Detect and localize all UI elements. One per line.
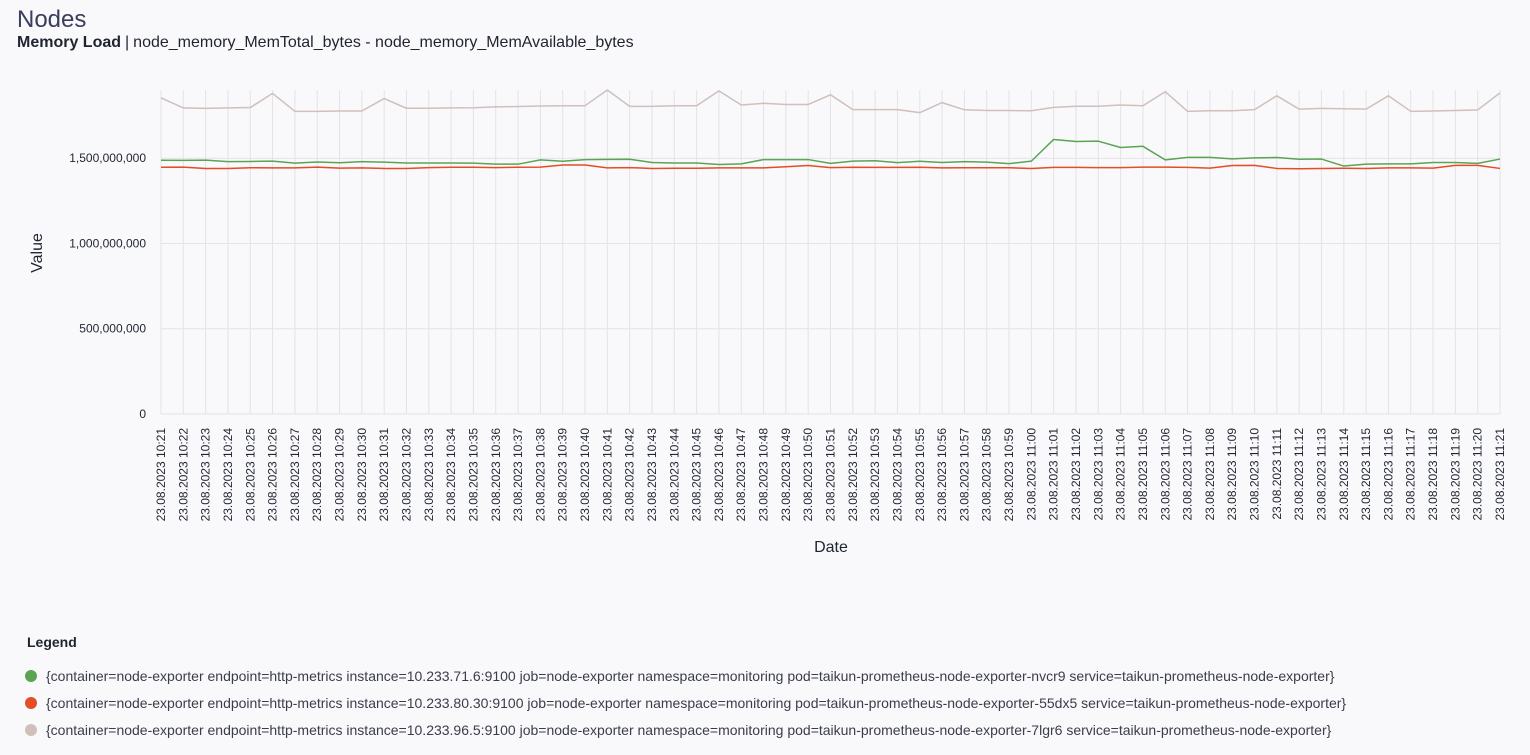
chart-subtitle: Memory Load | node_memory_MemTotal_bytes -… (17, 34, 634, 52)
legend-title: Legend (27, 634, 77, 650)
x-tick-label: 23.08.2023 10:30 (355, 428, 369, 522)
x-tick-label: 23.08.2023 11:20 (1471, 428, 1485, 521)
x-tick-label: 23.08.2023 11:01 (1047, 428, 1061, 521)
x-tick-label: 23.08.2023 10:27 (288, 428, 302, 522)
x-tick-label: 23.08.2023 10:36 (489, 428, 503, 522)
x-tick-label: 23.08.2023 10:41 (600, 428, 614, 522)
x-tick-label: 23.08.2023 10:42 (623, 428, 637, 522)
x-tick-label: 23.08.2023 11:13 (1314, 428, 1328, 521)
x-tick-label: 23.08.2023 10:28 (310, 428, 324, 522)
chart-grid (160, 90, 1501, 415)
x-tick-label: 23.08.2023 11:10 (1248, 428, 1262, 521)
series-line-2[interactable] (160, 164, 1501, 170)
x-tick-label: 23.08.2023 10:32 (399, 428, 413, 522)
legend-item[interactable]: {container=node-exporter endpoint=http-m… (25, 689, 1346, 716)
x-tick-label: 23.08.2023 10:23 (199, 428, 213, 522)
x-tick-label: 23.08.2023 10:21 (154, 428, 168, 522)
x-tick-label: 23.08.2023 10:26 (266, 428, 280, 522)
x-tick-label: 23.08.2023 10:34 (444, 428, 458, 522)
x-tick-label: 23.08.2023 10:58 (980, 428, 994, 522)
chart-series (160, 89, 1501, 170)
x-tick-label: 23.08.2023 11:12 (1292, 428, 1306, 521)
x-tick-label: 23.08.2023 11:19 (1448, 428, 1462, 521)
x-tick-label: 23.08.2023 10:45 (690, 428, 704, 522)
x-tick-label: 23.08.2023 10:25 (243, 428, 257, 522)
x-tick-label: 23.08.2023 11:21 (1493, 428, 1507, 521)
x-tick-label: 23.08.2023 10:57 (957, 428, 971, 522)
series-line-1[interactable] (160, 138, 1501, 167)
x-tick-label: 23.08.2023 10:43 (645, 428, 659, 522)
x-tick-label: 23.08.2023 10:46 (712, 428, 726, 522)
x-tick-label: 23.08.2023 10:53 (868, 428, 882, 522)
y-axis-title: Value (29, 233, 46, 273)
x-tick-label: 23.08.2023 11:14 (1337, 428, 1351, 521)
x-tick-label: 23.08.2023 10:50 (801, 428, 815, 522)
x-tick-label: 23.08.2023 10:48 (757, 428, 771, 522)
legend-label: {container=node-exporter endpoint=http-m… (46, 694, 1347, 711)
series-line-3[interactable] (160, 89, 1501, 114)
x-tick-label: 23.08.2023 10:31 (377, 428, 391, 522)
x-tick-label: 23.08.2023 11:11 (1270, 428, 1284, 520)
y-tick-label: 1,500,000,000 (69, 151, 146, 165)
x-tick-label: 23.08.2023 10:40 (578, 428, 592, 522)
x-tick-label: 23.08.2023 10:29 (333, 428, 347, 522)
x-tick-label: 23.08.2023 10:38 (533, 428, 547, 522)
x-tick-label: 23.08.2023 10:59 (1002, 428, 1016, 522)
x-tick-label: 23.08.2023 10:51 (824, 428, 838, 522)
chart-legend: {container=node-exporter endpoint=http-m… (25, 662, 1346, 743)
x-tick-label: 23.08.2023 10:54 (890, 428, 904, 522)
x-tick-label: 23.08.2023 11:15 (1359, 428, 1373, 521)
chart-query: node_memory_MemTotal_bytes - node_memory… (133, 34, 634, 51)
x-tick-label: 23.08.2023 11:08 (1203, 428, 1217, 521)
x-tick-label: 23.08.2023 11:05 (1136, 428, 1150, 521)
x-tick-label: 23.08.2023 11:07 (1181, 428, 1195, 521)
x-axis-title: Date (814, 539, 848, 556)
x-tick-label: 23.08.2023 11:17 (1404, 428, 1418, 521)
legend-label: {container=node-exporter endpoint=http-m… (46, 667, 1335, 684)
y-tick-label: 500,000,000 (79, 322, 146, 336)
x-tick-label: 23.08.2023 11:04 (1114, 428, 1128, 521)
legend-item[interactable]: {container=node-exporter endpoint=http-m… (25, 716, 1346, 743)
x-tick-label: 23.08.2023 10:33 (422, 428, 436, 522)
legend-item[interactable]: {container=node-exporter endpoint=http-m… (25, 662, 1346, 689)
page-title: Nodes (17, 6, 87, 33)
x-tick-label: 23.08.2023 10:35 (466, 428, 480, 522)
x-tick-label: 23.08.2023 10:55 (913, 428, 927, 522)
chart-name: Memory Load (17, 34, 122, 51)
x-tick-label: 23.08.2023 10:24 (221, 428, 235, 522)
x-tick-label: 23.08.2023 10:49 (779, 428, 793, 522)
x-axis-ticks: 23.08.2023 10:21 23.08.2023 10:22 23.08.20… (154, 428, 1507, 522)
legend-swatch (25, 696, 37, 709)
x-tick-label: 23.08.2023 11:03 (1091, 428, 1105, 521)
x-tick-label: 23.08.2023 10:39 (556, 428, 570, 522)
legend-label: {container=node-exporter endpoint=http-m… (46, 721, 1332, 738)
legend-swatch (25, 669, 37, 682)
x-tick-label: 23.08.2023 11:18 (1426, 428, 1440, 521)
y-tick-label: 1,000,000,000 (69, 236, 146, 250)
x-tick-label: 23.08.2023 11:00 (1024, 428, 1038, 521)
y-tick-label: 0 (139, 407, 146, 421)
x-tick-label: 23.08.2023 10:47 (734, 428, 748, 522)
subtitle-separator: | (125, 34, 130, 51)
x-tick-label: 23.08.2023 10:44 (667, 428, 681, 522)
legend-swatch (25, 723, 37, 736)
x-tick-label: 23.08.2023 11:02 (1069, 428, 1083, 521)
x-tick-label: 23.08.2023 10:22 (176, 428, 190, 522)
x-tick-label: 23.08.2023 10:37 (511, 428, 525, 522)
x-tick-label: 23.08.2023 10:56 (935, 428, 949, 522)
x-tick-label: 23.08.2023 11:09 (1225, 428, 1239, 521)
y-axis-ticks: 0 500,000,000 1,000,000,000 1,500,000,000 (69, 151, 146, 421)
x-tick-label: 23.08.2023 11:16 (1381, 428, 1395, 521)
x-tick-label: 23.08.2023 10:52 (846, 428, 860, 522)
line-chart: 0 500,000,000 1,000,000,000 1,500,000,000 2… (29, 89, 1507, 556)
x-tick-label: 23.08.2023 11:06 (1158, 428, 1172, 521)
